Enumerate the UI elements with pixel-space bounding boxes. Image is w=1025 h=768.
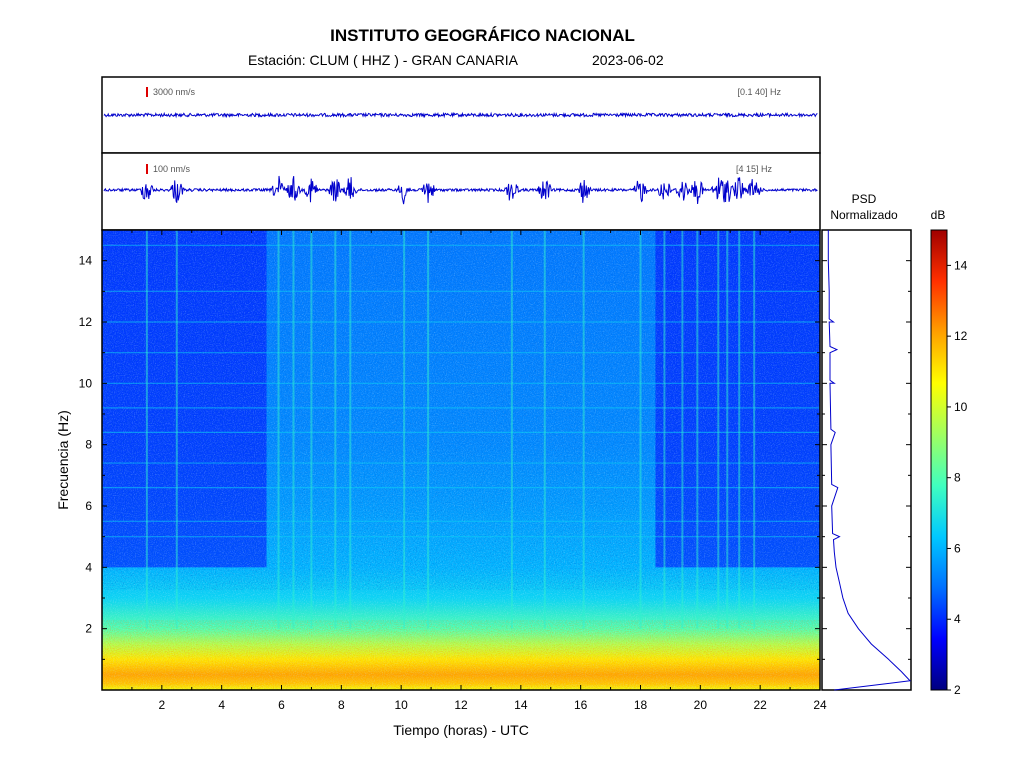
x-tick-label: 4 — [218, 698, 225, 712]
x-tick-label: 6 — [278, 698, 285, 712]
seismogram-trace — [103, 111, 818, 119]
colorbar-tick-label: 4 — [954, 612, 961, 626]
colorbar-tick-label: 2 — [954, 683, 961, 697]
amplitude-scale-label: 3000 nm/s — [153, 87, 196, 97]
y-axis: 2 4 6 8 10 12 14 — [79, 229, 820, 691]
date-subtitle: 2023-06-02 — [592, 52, 664, 68]
colorbar-tick-label: 10 — [954, 400, 968, 414]
x-tick-label: 20 — [694, 698, 708, 712]
seismogram-panel-broadband: 3000 nm/s [0.1 40] Hz — [101, 76, 821, 154]
x-tick-label: 10 — [394, 698, 408, 712]
station-subtitle: Estación: CLUM ( HHZ ) - GRAN CANARIA — [248, 52, 518, 68]
chart-title: INSTITUTO GEOGRÁFICO NACIONAL — [330, 26, 635, 45]
colorbar-label: dB — [931, 208, 946, 222]
colorbar-tick-label: 12 — [954, 329, 968, 343]
x-tick-label: 8 — [338, 698, 345, 712]
psd-panel: PSD Normalizado — [821, 192, 912, 691]
y-tick-label: 8 — [85, 438, 92, 452]
speckle-dark — [102, 230, 820, 590]
colorbar-tick-label: 6 — [954, 541, 961, 555]
y-tick-label: 10 — [79, 376, 93, 390]
y-tick-label: 6 — [85, 499, 92, 513]
y-axis-label: Frecuencia (Hz) — [55, 410, 71, 510]
x-tick-label: 14 — [514, 698, 528, 712]
y-tick-label: 14 — [79, 254, 93, 268]
colorbar: dB 2 4 6 8 10 12 14 — [930, 208, 968, 697]
psd-frame — [821, 229, 912, 691]
psd-title-line-2: Normalizado — [830, 208, 898, 222]
x-tick-label: 18 — [634, 698, 648, 712]
x-tick-label: 24 — [813, 698, 827, 712]
x-tick-label: 2 — [158, 698, 165, 712]
amplitude-scale-marker — [146, 164, 148, 174]
seismogram-panel-filtered: 100 nm/s [4 15] Hz — [101, 152, 821, 231]
y-tick-label: 12 — [79, 315, 93, 329]
x-tick-label: 16 — [574, 698, 588, 712]
x-axis: 2 4 6 8 10 12 14 16 18 20 22 24 — [101, 230, 827, 712]
colorbar-tick-label: 14 — [954, 258, 968, 272]
amplitude-scale-label: 100 nm/s — [153, 164, 191, 174]
x-tick-label: 22 — [753, 698, 767, 712]
y-tick-label: 2 — [85, 622, 92, 636]
psd-curve — [827, 230, 912, 691]
x-tick-label: 12 — [454, 698, 468, 712]
spectrogram-image — [102, 230, 820, 690]
filter-band-label: [4 15] Hz — [736, 164, 773, 174]
amplitude-scale-marker — [146, 87, 148, 97]
x-axis-label: Tiempo (horas) - UTC — [393, 722, 529, 738]
panel-frame — [101, 152, 821, 231]
y-tick-label: 4 — [85, 560, 92, 574]
psd-title-line-1: PSD — [852, 192, 877, 206]
speckle-warm — [102, 620, 820, 690]
filter-band-label: [0.1 40] Hz — [737, 87, 781, 97]
colorbar-gradient-bar — [930, 229, 948, 691]
colorbar-tick-label: 8 — [954, 471, 961, 485]
seismogram-trace — [103, 175, 818, 205]
